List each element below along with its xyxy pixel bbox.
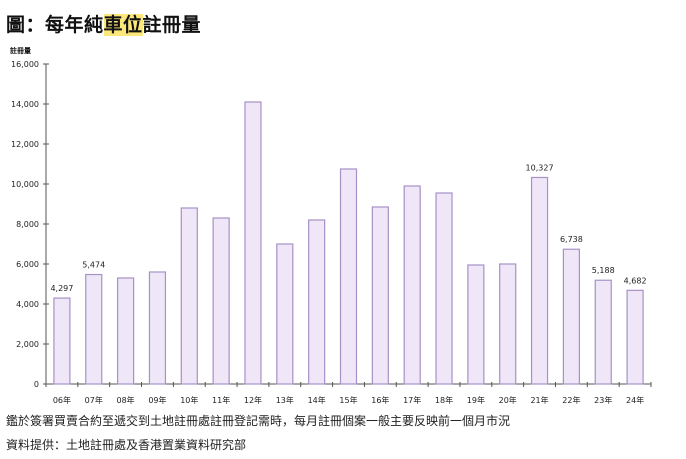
x-tick-label: 21年 <box>530 395 548 405</box>
footer-source: 資料提供：土地註冊處及香港置業資料研究部 <box>6 438 247 452</box>
x-tick-label: 10年 <box>180 395 198 405</box>
bar <box>53 297 71 385</box>
x-tick-label: 22年 <box>562 395 580 405</box>
bar <box>467 264 485 385</box>
y-tick-label: 2,000 <box>16 340 39 349</box>
bar <box>276 243 294 385</box>
y-tick-label: 8,000 <box>16 220 39 229</box>
x-tick-label: 11年 <box>212 395 230 405</box>
x-tick-label: 09年 <box>148 395 166 405</box>
chart-title: 圖：每年純車位註冊量 <box>6 10 201 37</box>
bar <box>85 273 103 385</box>
y-tick-label: 12,000 <box>11 140 39 149</box>
data-label: 4,682 <box>624 276 647 285</box>
x-tick-label: 18年 <box>435 395 453 405</box>
y-tick-label: 10,000 <box>11 180 39 189</box>
x-tick-label: 13年 <box>276 395 294 405</box>
bar <box>594 279 612 385</box>
x-tick-label: 23年 <box>594 395 612 405</box>
y-tick-label: 16,000 <box>11 60 39 69</box>
x-tick-label: 14年 <box>308 395 326 405</box>
bar <box>180 207 198 385</box>
x-tick-label: 16年 <box>371 395 389 405</box>
bar <box>562 248 580 385</box>
bar <box>148 271 167 385</box>
x-tick-label: 08年 <box>117 395 135 405</box>
bar <box>403 185 421 385</box>
y-tick-label: 4,000 <box>16 300 39 309</box>
title-prefix: 圖：每年純 <box>6 14 104 36</box>
y-tick-label: 14,000 <box>11 100 39 109</box>
x-tick-label: 15年 <box>339 395 357 405</box>
bar <box>339 168 358 385</box>
y-tick-label: 0 <box>34 380 39 389</box>
x-tick-label: 06年 <box>53 395 71 405</box>
bar <box>117 277 135 385</box>
bar <box>212 217 230 385</box>
footer-note: 鑑於簽署買賣合約至遞交到土地註冊處註冊登記需時，每月註冊個案一般主要反映前一個月… <box>6 414 511 428</box>
x-tick-label: 19年 <box>467 395 485 405</box>
bar <box>530 176 549 385</box>
data-label: 5,188 <box>592 266 615 275</box>
x-tick-label: 24年 <box>626 395 644 405</box>
data-label: 5,474 <box>82 261 105 270</box>
bar <box>371 206 389 385</box>
data-label: 4,297 <box>50 284 73 293</box>
y-axis-label: 註冊量 <box>10 47 31 55</box>
y-tick-label: 6,000 <box>16 260 39 269</box>
title-suffix: 註冊量 <box>142 14 202 36</box>
bar <box>244 101 262 385</box>
x-tick-label: 07年 <box>85 395 103 405</box>
x-tick-label: 17年 <box>403 395 421 405</box>
title-highlight: 車位 <box>103 14 143 36</box>
data-label: 10,327 <box>526 163 554 172</box>
x-tick-label: 12年 <box>244 395 262 405</box>
bar <box>499 263 517 385</box>
x-tick-label: 20年 <box>499 395 517 405</box>
data-label: 6,738 <box>560 235 583 244</box>
bar <box>626 289 644 385</box>
bar <box>435 192 453 385</box>
bar <box>308 219 326 385</box>
